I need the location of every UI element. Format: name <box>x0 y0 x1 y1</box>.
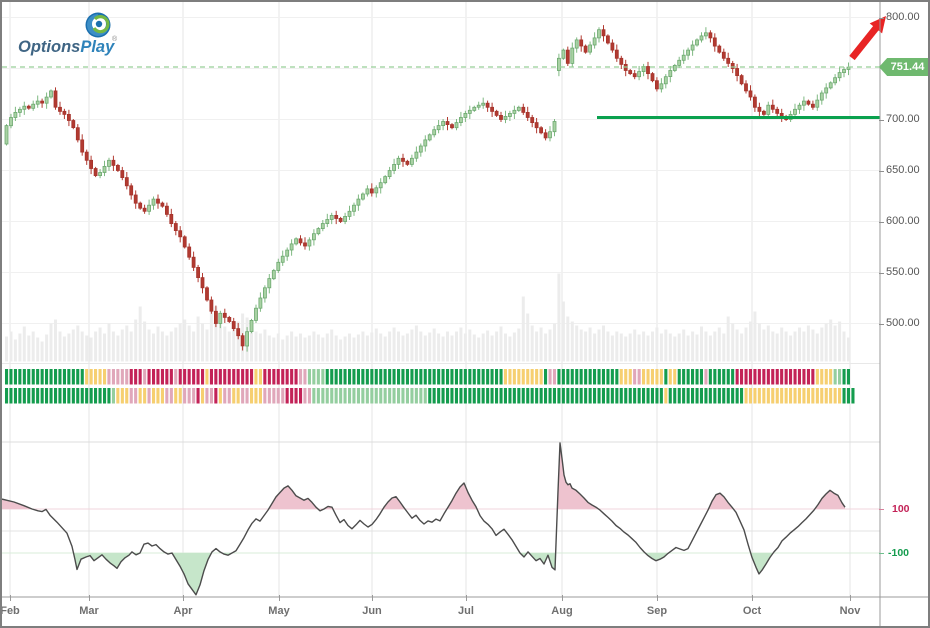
month-tick <box>372 595 373 601</box>
brand-name-play: Play <box>80 38 115 56</box>
month-tick <box>279 595 280 601</box>
heatmap-layer <box>5 369 855 404</box>
oscillator-lower-band-label: -100 <box>888 547 910 559</box>
price-axis-label: 800.00 <box>886 11 920 23</box>
month-tick <box>183 595 184 601</box>
brand-name: OptionsPlay <box>18 38 114 57</box>
price-axis-label: 600.00 <box>886 215 920 227</box>
month-tick <box>657 595 658 601</box>
month-label-may: May <box>268 605 290 617</box>
month-tick <box>466 595 467 601</box>
current-price-badge[interactable]: 751.44 <box>879 58 928 76</box>
oscillator-fill-above <box>2 443 845 509</box>
price-axis-label: 500.00 <box>886 317 920 329</box>
price-axis-tick <box>879 17 884 19</box>
price-axis-tick <box>879 323 884 325</box>
brand-name-options: Options <box>18 38 81 56</box>
optionsplay-logo: OptionsPlay ® <box>16 10 126 62</box>
volume-layer <box>5 273 850 362</box>
price-axis-tick <box>879 119 884 121</box>
oscillator-axis-tick <box>879 553 884 554</box>
month-label-apr: Apr <box>173 605 193 617</box>
month-tick <box>752 595 753 601</box>
price-axis-tick <box>879 221 884 223</box>
month-label-jun: Jun <box>362 605 382 617</box>
month-tick <box>89 595 90 601</box>
month-tick <box>850 595 851 601</box>
month-label-feb: Feb <box>0 605 20 617</box>
month-label-jul: Jul <box>458 605 474 617</box>
oscillator-axis-tick <box>879 509 884 510</box>
optionsplay-globe-icon <box>84 11 112 39</box>
month-tick <box>10 595 11 601</box>
month-tick <box>562 595 563 601</box>
price-axis-label: 700.00 <box>886 113 920 125</box>
oscillator-layer <box>2 441 880 596</box>
candles-layer <box>4 25 851 352</box>
month-label-oct: Oct <box>742 605 762 617</box>
oscillator-line <box>2 442 846 596</box>
price-axis-tick <box>879 170 884 172</box>
month-label-aug: Aug <box>551 605 573 617</box>
price-axis-label: 650.00 <box>886 164 920 176</box>
registered-mark: ® <box>112 36 118 43</box>
month-label-nov: Nov <box>839 605 861 617</box>
oscillator-upper-band-label: 100 <box>892 503 910 515</box>
price-axis-label: 550.00 <box>886 266 920 278</box>
trend-arrow-icon[interactable] <box>849 16 886 61</box>
month-label-sep: Sep <box>646 605 668 617</box>
oscillator-fill-below <box>2 553 845 595</box>
month-label-mar: Mar <box>79 605 99 617</box>
price-axis-tick <box>879 272 884 274</box>
grid-layer <box>2 2 880 597</box>
